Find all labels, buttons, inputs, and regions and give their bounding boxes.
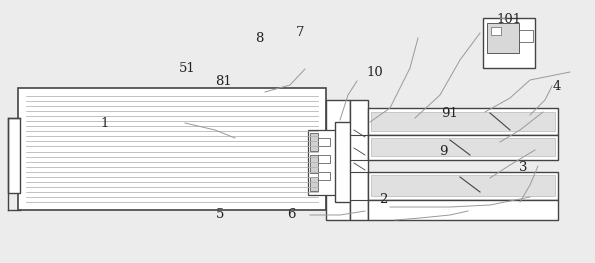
Bar [491, 27, 501, 35]
Bar [368, 172, 558, 200]
Bar [368, 200, 558, 220]
Bar [318, 138, 330, 146]
Bar [335, 122, 351, 202]
Bar [371, 112, 555, 131]
Bar [326, 100, 350, 220]
Bar [318, 155, 330, 163]
Text: 91: 91 [441, 107, 458, 120]
Bar [310, 177, 318, 191]
Bar [371, 138, 555, 156]
Text: 2: 2 [380, 193, 388, 206]
Bar [519, 30, 533, 42]
Text: 6: 6 [287, 208, 296, 221]
Text: 8: 8 [255, 32, 263, 45]
Bar [368, 135, 558, 160]
Text: 3: 3 [519, 160, 528, 174]
Text: 5: 5 [216, 208, 224, 221]
Bar [310, 133, 318, 151]
Text: 10: 10 [367, 66, 383, 79]
Bar [308, 130, 336, 195]
Text: 4: 4 [552, 80, 560, 93]
Text: 7: 7 [296, 26, 305, 39]
Bar [487, 23, 519, 53]
Bar [318, 172, 330, 180]
Text: 1: 1 [100, 117, 108, 130]
Bar [350, 100, 368, 220]
Bar [310, 155, 318, 173]
Bar [18, 88, 326, 210]
Bar [8, 118, 20, 193]
Bar [483, 18, 535, 68]
Bar [371, 175, 555, 196]
Text: 9: 9 [439, 145, 447, 158]
Text: 51: 51 [179, 62, 196, 75]
Bar [368, 108, 558, 135]
Text: 101: 101 [496, 13, 521, 26]
Text: 81: 81 [215, 75, 231, 88]
